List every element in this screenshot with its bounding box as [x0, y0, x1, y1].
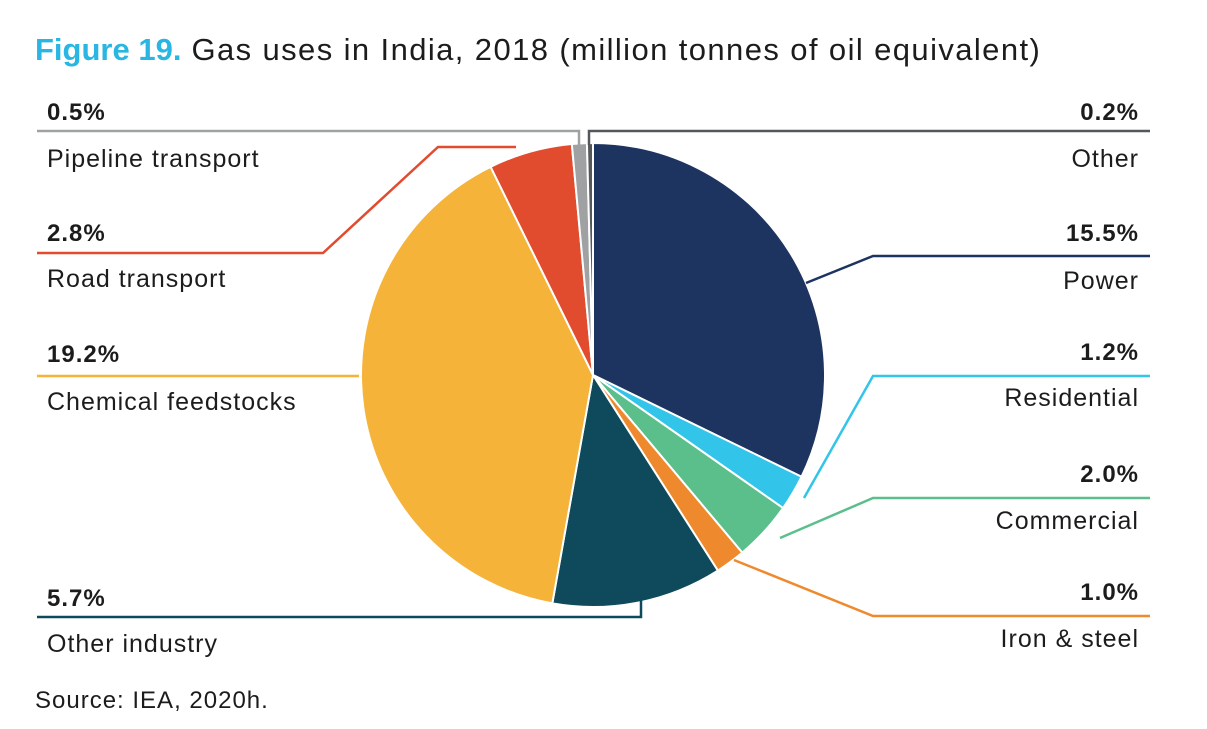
leader-line-commercial [779, 496, 1150, 540]
category-label-power: Power [1063, 267, 1139, 295]
pie [360, 142, 826, 608]
value-label-other: 0.2% [1080, 99, 1139, 126]
category-label-commercial: Commercial [996, 507, 1139, 535]
value-label-power: 15.5% [1066, 220, 1139, 247]
value-label-chemical-feedstocks: 19.2% [47, 341, 120, 368]
category-label-chemical-feedstocks: Chemical feedstocks [47, 388, 297, 416]
source-note: Source: IEA, 2020h. [35, 687, 269, 714]
chart-title: Gas uses in India, 2018 (million tonnes … [191, 32, 1041, 67]
category-label-residential: Residential [1004, 384, 1139, 412]
right-labels: 0.2% Other 15.5% Power 1.2% Residential … [996, 99, 1139, 653]
category-label-road-transport: Road transport [47, 265, 226, 293]
leader-line-iron-steel [733, 558, 1150, 618]
value-label-pipeline-transport: 0.5% [47, 99, 106, 126]
pie-slice-chemical-feedstocks [360, 165, 594, 605]
value-label-other-industry: 5.7% [47, 585, 106, 612]
value-label-residential: 1.2% [1080, 339, 1139, 366]
leader-line-road-transport [37, 145, 516, 255]
leader-line-other-industry [37, 600, 643, 619]
category-label-pipeline-transport: Pipeline transport [47, 145, 260, 173]
figure-label: Figure 19. [35, 32, 181, 67]
leader-line-power [805, 254, 1150, 285]
leader-lines [37, 129, 1150, 619]
value-label-commercial: 2.0% [1080, 461, 1139, 488]
value-label-iron-steel: 1.0% [1080, 579, 1139, 606]
chart-title-line: Figure 19. Gas uses in India, 2018 (mill… [35, 32, 1041, 67]
leader-line-other [587, 129, 1150, 145]
value-label-road-transport: 2.8% [47, 220, 106, 247]
category-label-iron-steel: Iron & steel [1001, 625, 1139, 653]
category-label-other: Other [1071, 145, 1139, 173]
left-labels: 0.5% Pipeline transport 2.8% Road transp… [47, 99, 297, 658]
category-label-other-industry: Other industry [47, 630, 218, 658]
leader-line-pipeline-transport [37, 129, 581, 145]
pie-slice-power [592, 142, 826, 478]
leader-line-residential [802, 374, 1150, 499]
pie-slice-other-industry [551, 374, 719, 608]
